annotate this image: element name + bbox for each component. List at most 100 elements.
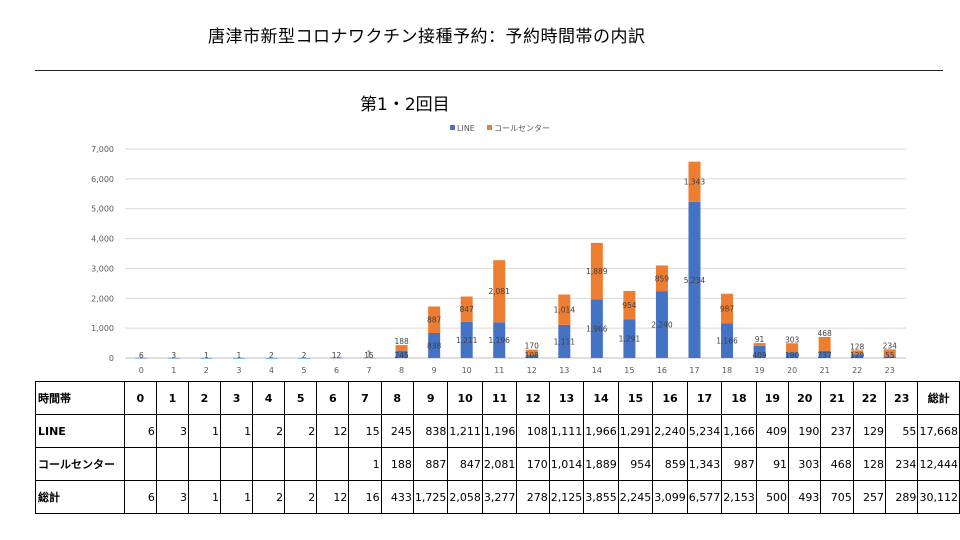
data-label-line: 1,196 xyxy=(488,336,510,345)
table-cell: 257 xyxy=(852,480,887,514)
data-label-line: 2 xyxy=(269,351,274,360)
header-hour-cell: 10 xyxy=(447,381,483,415)
row-label: LINE xyxy=(35,414,125,448)
data-label-line: 1 xyxy=(204,351,209,360)
x-tick-label: 21 xyxy=(820,366,830,375)
table-cell: 1,166 xyxy=(721,414,757,448)
data-label-callcenter: 2,081 xyxy=(488,287,510,296)
bar-line xyxy=(525,354,538,358)
table-cell: 1,966 xyxy=(583,414,619,448)
data-label-callcenter: 303 xyxy=(785,335,800,344)
x-tick-label: 7 xyxy=(367,366,372,375)
header-hour-cell: 21 xyxy=(820,381,854,415)
table-cell: 1,111 xyxy=(548,414,585,448)
data-label-callcenter: 1,343 xyxy=(684,178,706,187)
y-tick-label: 7,000 xyxy=(91,145,114,154)
bar-callcenter xyxy=(818,336,831,351)
bar-line xyxy=(818,350,831,358)
table-cell: 245 xyxy=(380,414,414,448)
table-cell: 2,240 xyxy=(652,414,688,448)
x-tick-label: 9 xyxy=(432,366,437,375)
bar-line xyxy=(753,345,766,358)
data-label-line: 1,966 xyxy=(586,325,608,334)
table-cell: 847 xyxy=(447,447,483,481)
data-label-line: 245 xyxy=(394,351,409,360)
bar-line xyxy=(786,352,799,358)
chart-title: 第1・2回目 xyxy=(360,95,450,115)
header-hour-cell: 3 xyxy=(220,381,254,415)
table-cell: 237 xyxy=(820,414,854,448)
table-cell: 2,081 xyxy=(481,447,518,481)
bar-callcenter xyxy=(590,242,603,300)
table-cell: 887 xyxy=(412,447,449,481)
table-cell: 108 xyxy=(516,414,550,448)
table-cell xyxy=(284,447,318,481)
data-label-callcenter: 887 xyxy=(427,316,442,325)
table-cell: 55 xyxy=(885,414,919,448)
header-hour-cell: 20 xyxy=(788,381,822,415)
table-cell: 1 xyxy=(187,480,222,514)
table-row: LINE 6 3 1 1 2 2 12 15 245 838 1,211 1,196 108 1,111 1,… xyxy=(35,414,960,448)
data-label-line: 1,111 xyxy=(554,337,576,346)
bar-line xyxy=(265,357,278,359)
table-cell: 859 xyxy=(652,447,688,481)
data-label-line: 1,291 xyxy=(619,335,641,344)
y-tick-label: 3,000 xyxy=(91,264,114,273)
table-cell: 2,153 xyxy=(721,480,757,514)
bar-callcenter xyxy=(786,343,799,353)
bar-callcenter xyxy=(688,161,701,202)
data-label-line: 15 xyxy=(364,351,374,360)
legend-label: コールセンター xyxy=(494,124,550,133)
data-label-line: 2,240 xyxy=(651,321,673,330)
data-label-line: 6 xyxy=(139,351,144,360)
bar-callcenter xyxy=(883,349,896,357)
table-row: コールセンター 1 188 887 847 2,081 170 1,014 1,889 954 85… xyxy=(35,447,960,481)
table-cell: 190 xyxy=(788,414,822,448)
table-cell: 278 xyxy=(516,480,550,514)
table-cell: 1,343 xyxy=(686,447,723,481)
x-tick-label: 8 xyxy=(399,366,404,375)
x-tick-label: 10 xyxy=(462,366,472,375)
x-tick-label: 5 xyxy=(301,366,306,375)
x-tick-label: 6 xyxy=(334,366,339,375)
x-tick-label: 22 xyxy=(852,366,862,375)
header-hour-cell: 17 xyxy=(686,381,723,415)
table-cell: 409 xyxy=(755,414,790,448)
bar-line xyxy=(460,321,473,358)
header-hour-cell: 9 xyxy=(412,381,449,415)
table-cell: 6,577 xyxy=(686,480,723,514)
table-cell xyxy=(252,447,286,481)
data-label-callcenter: 847 xyxy=(460,305,475,314)
data-label-callcenter: 188 xyxy=(394,337,409,346)
header-hour-cell: 15 xyxy=(617,381,654,415)
x-tick-label: 23 xyxy=(885,366,895,375)
data-label-line: 55 xyxy=(885,351,895,360)
header-hour-cell: 5 xyxy=(284,381,318,415)
table-cell: 12 xyxy=(316,480,350,514)
bar-line xyxy=(883,356,896,358)
data-label-callcenter: 1 xyxy=(367,350,372,359)
x-tick-label: 19 xyxy=(754,366,764,375)
data-label-line: 2 xyxy=(302,351,307,360)
y-tick-label: 1,000 xyxy=(91,324,114,333)
table-cell: 6 xyxy=(123,480,157,514)
bar-line xyxy=(493,322,506,358)
table-header-row: 時間帯 0 1 2 3 4 5 6 7 8 9 10 11 12 13 14 15 16 17 18 19 20 21 22 2… xyxy=(35,381,960,415)
header-hour-cell: 13 xyxy=(548,381,585,415)
data-label-line: 190 xyxy=(785,351,800,360)
bar-line xyxy=(167,357,180,359)
table-cell xyxy=(123,447,157,481)
bar-line xyxy=(428,332,441,358)
table-cell: 1,196 xyxy=(481,414,518,448)
x-tick-label: 2 xyxy=(204,366,209,375)
x-tick-label: 3 xyxy=(236,366,241,375)
bar-line xyxy=(135,357,148,359)
table-cell: 1 xyxy=(220,414,254,448)
data-label-line: 1,166 xyxy=(716,337,738,346)
header-hour-cell: 23 xyxy=(885,381,919,415)
header-hour-cell: 16 xyxy=(652,381,688,415)
x-tick-label: 14 xyxy=(592,366,602,375)
table-cell: 2,058 xyxy=(447,480,483,514)
table-cell: 1 xyxy=(348,447,382,481)
header-hour-cell: 2 xyxy=(187,381,222,415)
